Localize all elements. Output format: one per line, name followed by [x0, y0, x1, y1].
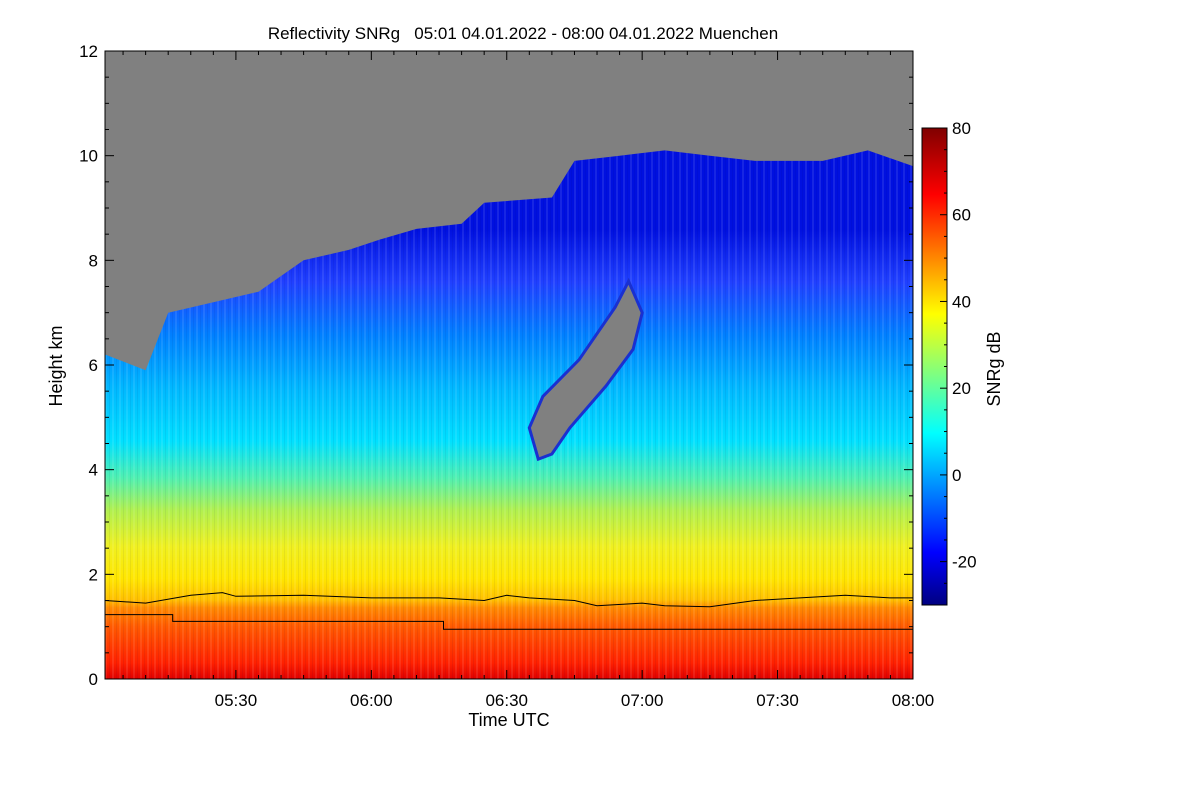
- y-tick-label: 8: [89, 251, 98, 270]
- colorbar-tick-label: 20: [952, 379, 971, 398]
- colorbar: -20 0 20 40 60 80 SNRg dB: [921, 119, 1004, 606]
- y-axis-label: Height km: [46, 325, 66, 406]
- x-axis-label: Time UTC: [468, 710, 549, 730]
- x-tick-label: 05:30: [215, 691, 258, 710]
- chart-title: Reflectivity SNRg 05:01 04.01.2022 - 08:…: [268, 24, 778, 43]
- no-signal-gap: [527, 277, 644, 462]
- x-tick-label: 06:00: [350, 691, 393, 710]
- colorbar-ticks: -20 0 20 40 60 80: [940, 119, 977, 606]
- y-tick-label: 0: [89, 670, 98, 689]
- y-tick-label: 6: [89, 356, 98, 375]
- y-tick-label: 4: [89, 461, 98, 480]
- series-line-2: [105, 614, 913, 630]
- x-tick-label: 08:00: [892, 691, 935, 710]
- y-tick-label: 12: [79, 42, 98, 61]
- x-tick-label: 07:30: [756, 691, 799, 710]
- series-layer: [105, 592, 913, 630]
- x-tick-label: 07:00: [621, 691, 664, 710]
- colorbar-tick-label: 80: [952, 119, 971, 138]
- colorbar-label: SNRg dB: [984, 331, 1004, 406]
- colorbar-tick-label: 40: [952, 292, 971, 311]
- y-tick-label: 2: [89, 565, 98, 584]
- x-tick-label: 06:30: [485, 691, 528, 710]
- colorbar-tick-label: -20: [952, 553, 977, 572]
- plot-area: [105, 51, 913, 679]
- colorbar-gradient: [921, 127, 948, 606]
- series-line-1: [105, 592, 913, 608]
- signal-texture: [105, 150, 913, 679]
- y-tick-label: 10: [79, 147, 98, 166]
- y-axis: 0 2 4 6 8 10 12: [79, 42, 913, 689]
- x-axis: 05:30 06:00 06:30 07:00 07:30 08:00: [122, 51, 935, 710]
- colorbar-tick-label: 60: [952, 206, 971, 225]
- colorbar-tick-label: 0: [952, 466, 961, 485]
